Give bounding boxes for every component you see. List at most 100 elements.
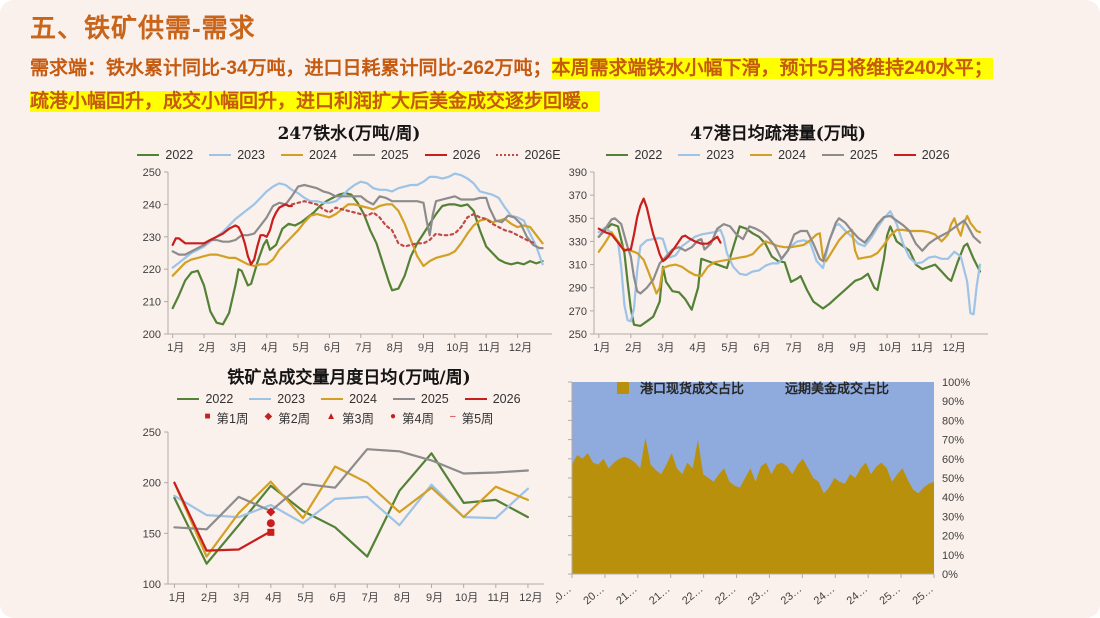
svg-text:12月: 12月 [519, 592, 542, 604]
legend-swatch [464, 398, 487, 400]
svg-text:11月: 11月 [478, 342, 500, 354]
chart-title: 47港日均疏港量(万吨) [690, 124, 866, 144]
svg-text:10月: 10月 [446, 342, 469, 354]
legend-swatch [496, 154, 519, 156]
legend-item-2022: 2022 [177, 392, 233, 406]
chart-monthly-volume: 铁矿总成交量月度日均(万吨/周) 2022 2023 2024 2025 2026 ■ 第… [138, 366, 560, 618]
line-chart-canvas: 100 150 200 250 1月 2月 3月 4月 5月 6月 7月 8月 9月 10月 11月 12月 [143, 427, 544, 604]
svg-text:2月: 2月 [198, 342, 215, 354]
legend-item-2023: 2023 [678, 148, 734, 162]
svg-text:6月: 6月 [753, 342, 770, 354]
svg-text:20…: 20… [556, 583, 574, 607]
svg-text:25…: 25… [910, 583, 936, 607]
legend-label: 2026 [452, 148, 481, 162]
area-chart-canvas: 0% 10% 20% 30% 40% 50% 60% 70% 80% 90% 100% 20… 20… 2… [548, 377, 970, 607]
legend-label: 2022 [634, 148, 663, 162]
week-marker-icon: ◆ [264, 411, 273, 422]
svg-text:4月: 4月 [689, 342, 706, 354]
legend-swatch [392, 398, 415, 400]
legend-item-第2周: ◆ 第2周 [264, 408, 310, 427]
legend-item-2023: 2023 [249, 392, 305, 406]
summary-text: 需求端：铁水累计同比-34万吨，进口日耗累计同比-262万吨； [30, 58, 552, 79]
svg-text:21…: 21… [647, 583, 673, 607]
svg-text:9月: 9月 [850, 342, 867, 354]
legend-item-第3周: ▲ 第3周 [326, 408, 374, 427]
legend-label: 第3周 [342, 411, 374, 426]
svg-text:70%: 70% [942, 435, 964, 447]
svg-text:240: 240 [143, 199, 161, 211]
svg-text:2月: 2月 [625, 342, 642, 354]
svg-text:12月: 12月 [509, 342, 532, 354]
legend-label: 2026 [921, 148, 950, 162]
svg-text:50%: 50% [942, 473, 964, 485]
chart-legend: 2022 2023 2024 2025 2026 2026E [137, 146, 561, 164]
summary-highlight-1: 本周需求端铁水小幅下滑，预计5月将维持240水平； [551, 58, 993, 79]
summary-paragraph: 需求端：铁水累计同比-34万吨，进口日耗累计同比-262万吨；本周需求端铁水小幅… [30, 52, 1086, 118]
svg-text:370: 370 [569, 190, 587, 202]
svg-text:7月: 7月 [785, 342, 802, 354]
legend-label: 2023 [277, 392, 306, 406]
svg-text:12月: 12月 [943, 342, 966, 354]
summary-highlight-2: 疏港小幅回升，成交小幅回升，进口利润扩大后美金成交逐步回暖。 [30, 91, 601, 112]
svg-text:1月: 1月 [169, 592, 186, 604]
legend-label: 2024 [778, 148, 806, 162]
legend-item-远期美金成交占比: 远期美金成交占比 [762, 378, 889, 397]
svg-text:20%: 20% [942, 531, 964, 543]
svg-text:4月: 4月 [261, 342, 278, 354]
legend-swatch [137, 154, 160, 156]
legend-swatch [762, 381, 774, 394]
svg-text:21…: 21… [614, 583, 640, 607]
svg-text:6月: 6月 [324, 342, 341, 354]
legend-swatch [424, 154, 447, 156]
svg-text:25…: 25… [877, 583, 903, 607]
chart-legend: 港口现货成交占比 远期美金成交占比 [572, 378, 934, 397]
legend-item-2026E: 2026E [496, 148, 561, 162]
svg-text:5月: 5月 [293, 342, 310, 354]
legend-item-港口现货成交占比: 港口现货成交占比 [616, 378, 744, 397]
legend-item-2023: 2023 [209, 148, 265, 162]
svg-text:22…: 22… [680, 583, 706, 607]
svg-text:3月: 3月 [230, 342, 247, 354]
svg-text:250: 250 [143, 427, 161, 439]
legend-swatch [352, 154, 375, 156]
svg-text:310: 310 [569, 260, 587, 272]
svg-text:7月: 7月 [355, 342, 372, 354]
svg-text:20…: 20… [581, 583, 607, 607]
svg-text:23…: 23… [779, 583, 805, 607]
legend-swatch [821, 154, 844, 156]
legend-item-2025: 2025 [352, 148, 409, 162]
chart-hot-metal: 247铁水(万吨/周) 2022 2023 2024 2025 2026 2026E 20… [137, 122, 561, 367]
legend-item-第1周: ■ 第1周 [204, 408, 248, 427]
svg-text:60%: 60% [942, 454, 964, 466]
legend-swatch [281, 154, 304, 156]
legend-label: 第4周 [402, 411, 434, 426]
legend-label: 2022 [165, 148, 194, 162]
legend-swatch [321, 398, 344, 400]
legend-label: 第5周 [461, 411, 494, 426]
svg-text:9月: 9月 [418, 342, 435, 354]
legend-item-2025: 2025 [392, 392, 449, 406]
legend-item-2024: 2024 [321, 392, 377, 406]
svg-text:270: 270 [569, 306, 587, 318]
chart-port-throughput: 47港日均疏港量(万吨) 2022 2023 2024 2025 2026 250 270… [556, 122, 1000, 367]
legend-item-2025: 2025 [821, 148, 878, 162]
svg-text:390: 390 [569, 167, 587, 179]
svg-text:80%: 80% [942, 415, 964, 427]
svg-text:100: 100 [143, 579, 161, 591]
legend-item-2026: 2026 [424, 148, 481, 162]
legend-label: 2024 [309, 148, 337, 162]
legend-item-第4周: ● 第4周 [390, 408, 434, 427]
page-title: 五、铁矿供需-需求 [30, 13, 256, 43]
svg-text:250: 250 [569, 329, 587, 341]
svg-text:1月: 1月 [593, 342, 610, 354]
svg-text:200: 200 [143, 329, 161, 341]
svg-text:24…: 24… [812, 583, 838, 607]
svg-text:5月: 5月 [297, 592, 314, 604]
legend-swatch [249, 398, 272, 400]
svg-text:1月: 1月 [167, 342, 184, 354]
week-marker-icon: ● [390, 411, 397, 422]
legend-label: 2025 [420, 392, 449, 406]
legend-item-2026: 2026 [464, 392, 521, 406]
legend-item-2024: 2024 [281, 148, 337, 162]
svg-text:330: 330 [569, 236, 587, 248]
